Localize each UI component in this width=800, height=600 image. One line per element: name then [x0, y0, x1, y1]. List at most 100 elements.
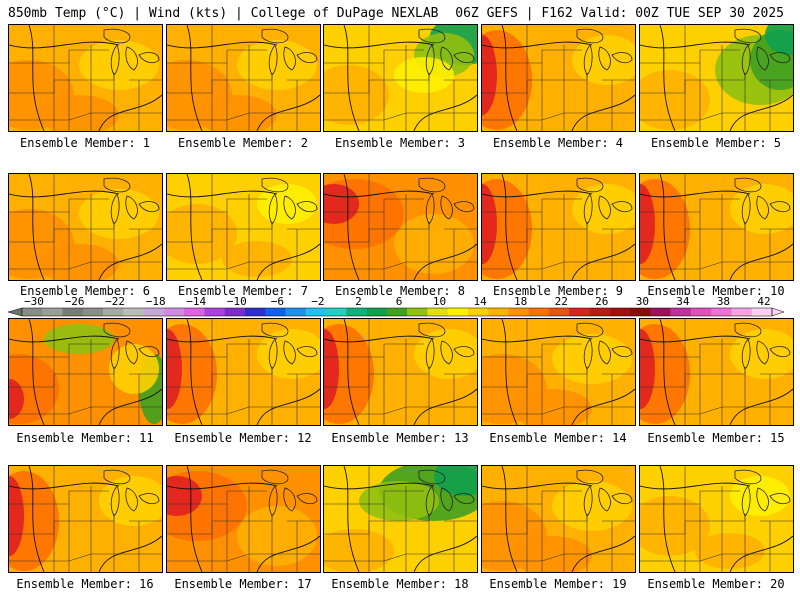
- colorbar-swatch: [103, 308, 124, 316]
- ensemble-member-label: Ensemble Member: 9: [492, 284, 624, 298]
- temperature-map: [324, 319, 477, 425]
- map-panel-15: [639, 318, 794, 426]
- ensemble-member-label: Ensemble Member: 8: [334, 284, 466, 298]
- ensemble-member-label: Ensemble Member: 17: [174, 577, 312, 591]
- temperature-map: [640, 319, 793, 425]
- colorbar-tick-label: 42: [757, 296, 770, 308]
- colorbar-swatch: [650, 308, 671, 316]
- colorbar-swatch: [670, 308, 692, 316]
- colorbar-tick-label: 30: [636, 296, 649, 308]
- colorbar-swatch: [346, 308, 367, 316]
- temperature-map: [482, 319, 635, 425]
- colorbar-swatch: [163, 308, 185, 316]
- colorbar-swatch: [386, 308, 408, 316]
- colorbar-swatch: [326, 308, 347, 316]
- temperature-map: [9, 466, 162, 572]
- ensemble-member-label: Ensemble Member: 20: [647, 577, 785, 591]
- ensemble-member-label: Ensemble Member: 4: [492, 136, 624, 150]
- colorbar-swatch: [690, 308, 712, 316]
- colorbar-tick-label: −14: [186, 296, 206, 308]
- ensemble-member-label: Ensemble Member: 14: [489, 431, 627, 445]
- map-panel-14: [481, 318, 636, 426]
- ensemble-member-label: Ensemble Member: 16: [16, 577, 154, 591]
- ensemble-member-label: Ensemble Member: 3: [334, 136, 466, 150]
- colorbar-swatch: [305, 308, 327, 316]
- product-title: 850mb Temp (°C) | Wind (kts) | College o…: [8, 6, 439, 21]
- map-panel-9: [481, 173, 636, 281]
- map-panel-13: [323, 318, 478, 426]
- ensemble-member-label: Ensemble Member: 12: [174, 431, 312, 445]
- colorbar-swatch: [265, 308, 286, 316]
- map-panel-5: [639, 24, 794, 132]
- colorbar-swatch: [467, 308, 489, 316]
- map-panel-10: [639, 173, 794, 281]
- colorbar-swatch: [549, 308, 570, 316]
- colorbar-tick-label: 14: [473, 296, 487, 308]
- map-panel-3: [323, 24, 478, 132]
- colorbar-tick-label: 26: [595, 296, 608, 308]
- colorbar-swatch: [62, 308, 84, 316]
- colorbar-tick-label: −22: [105, 296, 125, 308]
- temperature-map: [167, 25, 320, 131]
- colorbar-left-arrow: [7, 307, 23, 317]
- map-panel-4: [481, 24, 636, 132]
- colorbar-tick-label: −6: [271, 296, 284, 308]
- colorbar-swatch: [42, 308, 63, 316]
- ensemble-member-label: Ensemble Member: 6: [19, 284, 151, 298]
- colorbar-tick-label: 18: [514, 296, 527, 308]
- map-panel-19: [481, 465, 636, 573]
- temperature-map: [9, 174, 162, 280]
- map-panel-2: [166, 24, 321, 132]
- colorbar-tick-label: 34: [676, 296, 690, 308]
- colorbar-swatch: [82, 308, 104, 316]
- temperature-map: [640, 25, 793, 131]
- ensemble-member-label: Ensemble Member: 18: [331, 577, 469, 591]
- ensemble-member-label: Ensemble Member: 11: [16, 431, 154, 445]
- map-panel-6: [8, 173, 163, 281]
- map-panel-7: [166, 173, 321, 281]
- temperature-map: [167, 174, 320, 280]
- colorbar-swatch: [184, 308, 205, 316]
- colorbar-swatch: [244, 308, 266, 316]
- ensemble-member-label: Ensemble Member: 7: [177, 284, 309, 298]
- ensemble-member-label: Ensemble Member: 13: [331, 431, 469, 445]
- temperature-map: [640, 174, 793, 280]
- colorbar-right-arrow: [771, 307, 785, 317]
- colorbar-swatch: [427, 308, 448, 316]
- colorbar-swatch: [285, 308, 307, 316]
- colorbar-swatch: [407, 308, 428, 316]
- colorbar-swatch: [630, 308, 651, 316]
- temperature-map: [9, 25, 162, 131]
- colorbar-tick-label: −10: [227, 296, 247, 308]
- temperature-map: [167, 466, 320, 572]
- valid-time: 06Z GEFS | F162 Valid: 00Z TUE SEP 30 20…: [455, 6, 784, 21]
- ensemble-member-label: Ensemble Member: 10: [647, 284, 785, 298]
- colorbar-swatch: [204, 308, 226, 316]
- colorbar-swatch: [508, 308, 530, 316]
- map-panel-1: [8, 24, 163, 132]
- colorbar-tick-label: −2: [311, 296, 324, 308]
- temperature-map: [640, 466, 793, 572]
- colorbar-swatch: [447, 308, 469, 316]
- temperature-map: [9, 319, 162, 425]
- colorbar-swatch: [731, 308, 753, 316]
- colorbar-tick-label: 10: [433, 296, 446, 308]
- temperature-map: [324, 466, 477, 572]
- colorbar-swatch: [751, 308, 773, 316]
- colorbar-swatch: [366, 308, 388, 316]
- colorbar-swatch: [569, 308, 590, 316]
- colorbar-swatch: [143, 308, 165, 316]
- temperature-map: [167, 319, 320, 425]
- colorbar-tick-label: −26: [65, 296, 85, 308]
- temperature-map: [482, 466, 635, 572]
- temperature-map: [324, 25, 477, 131]
- colorbar-swatch: [123, 308, 144, 316]
- colorbar-tick-label: 38: [717, 296, 730, 308]
- temperature-map: [482, 174, 635, 280]
- colorbar-tick-label: 6: [396, 296, 403, 308]
- map-panel-17: [166, 465, 321, 573]
- ensemble-member-label: Ensemble Member: 2: [177, 136, 309, 150]
- map-panel-12: [166, 318, 321, 426]
- ensemble-member-label: Ensemble Member: 1: [19, 136, 151, 150]
- map-panel-8: [323, 173, 478, 281]
